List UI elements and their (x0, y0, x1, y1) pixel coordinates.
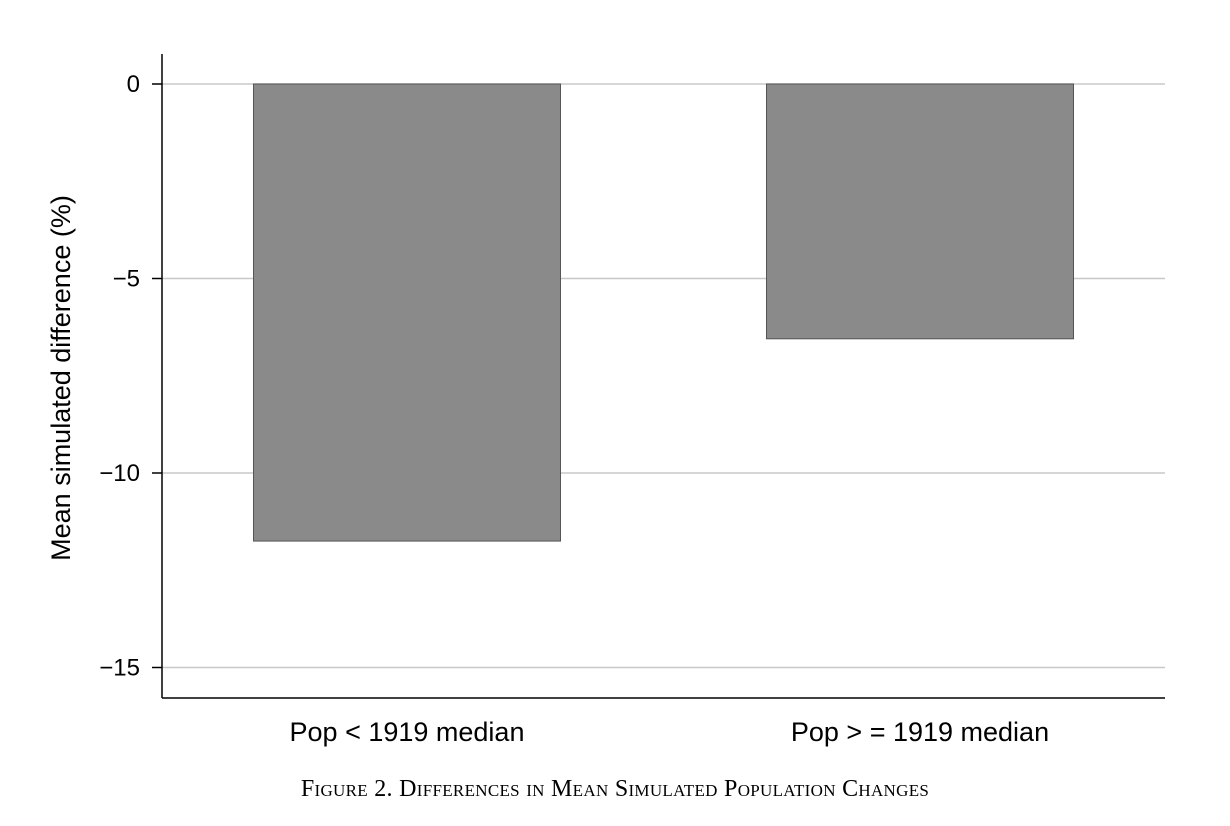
x-category-label: Pop < 1919 median (290, 717, 525, 747)
bar (253, 83, 561, 542)
y-tick-label: −15 (99, 655, 140, 682)
x-category-label: Pop > = 1919 median (791, 717, 1049, 747)
x-category-labels: Pop < 1919 median Pop > = 1919 median (290, 717, 1050, 747)
y-tick-label: −10 (99, 460, 140, 487)
y-ticks: 0 −5 −10 −15 (99, 71, 162, 682)
bar-chart: 0 −5 −10 −15 Pop < 1919 median Pop > = 1919 … (46, 54, 1165, 747)
y-tick-label: 0 (127, 71, 140, 98)
bar (766, 83, 1074, 340)
bars (253, 83, 1074, 542)
figure-caption: Figure 2. Differences in Mean Simulated … (300, 776, 930, 802)
y-axis-label: Mean simulated difference (%) (46, 195, 76, 561)
y-tick-label: −5 (113, 266, 140, 293)
axes (161, 54, 1165, 699)
